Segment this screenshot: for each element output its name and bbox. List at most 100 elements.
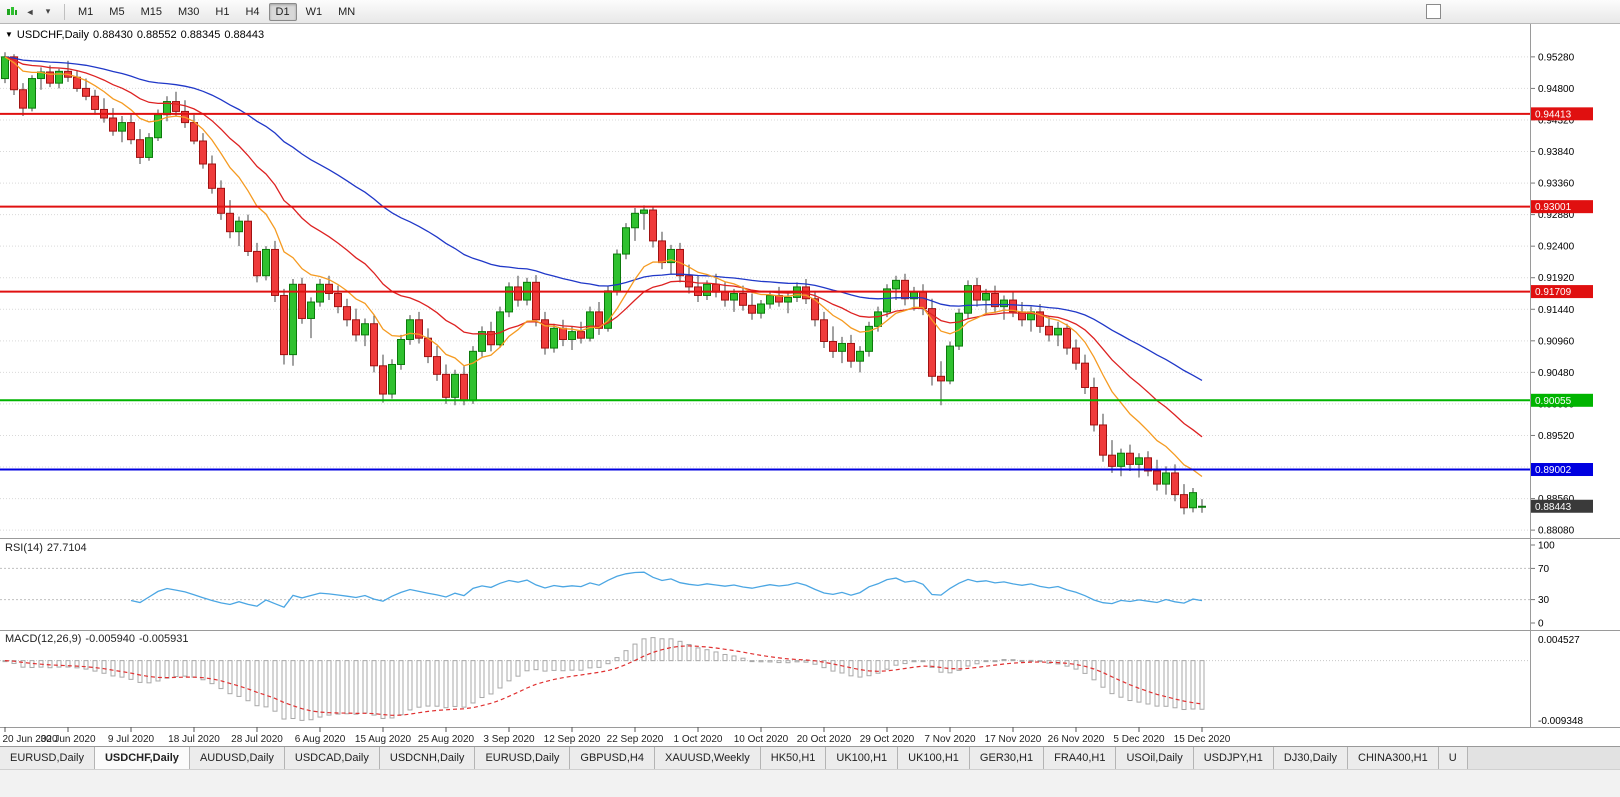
tab-USOil,Daily[interactable]: USOil,Daily [1116,747,1194,770]
ma-line-10 [4,56,1203,478]
svg-text:29 Oct 2020: 29 Oct 2020 [860,734,915,745]
chevron-down-icon[interactable]: ▾ [45,6,51,16]
svg-text:28 Jul 2020: 28 Jul 2020 [231,734,283,745]
svg-text:7 Nov 2020: 7 Nov 2020 [924,734,976,745]
tab-EURUSD,Daily[interactable]: EURUSD,Daily [0,747,95,770]
chart-canvas[interactable]: 0.95280 0.94800 0.94320 0.93840 0.93360 0.928… [0,24,1620,746]
svg-text:0.94800: 0.94800 [1538,84,1575,95]
tab-DJ30,Daily[interactable]: DJ30,Daily [1273,747,1349,770]
svg-text:70: 70 [1538,564,1550,575]
svg-text:0.92400: 0.92400 [1538,242,1575,253]
chart-info: ▼ USDCHF,Daily 0.88430 0.88552 0.88345 0.8844… [5,29,268,41]
tab-U[interactable]: U [1438,747,1468,770]
tab-XAUUSD,Weekly[interactable]: XAUUSD,Weekly [654,747,761,770]
svg-text:0.90480: 0.90480 [1538,368,1575,379]
svg-text:25 Aug 2020: 25 Aug 2020 [418,734,475,745]
svg-text:0.91709: 0.91709 [1535,287,1572,298]
tab-GBPUSD,H4[interactable]: GBPUSD,H4 [570,747,655,770]
tab-FRA40,H1[interactable]: FRA40,H1 [1044,747,1117,770]
window-restore-box[interactable] [1426,4,1441,19]
svg-text:30: 30 [1538,595,1550,606]
svg-text:18 Jul 2020: 18 Jul 2020 [168,734,220,745]
svg-text:15 Dec 2020: 15 Dec 2020 [1174,734,1231,745]
ohlc-close: 0.88443 [224,29,265,41]
status-bar [0,769,1620,797]
svg-text:12 Sep 2020: 12 Sep 2020 [544,734,601,745]
macd-panel: 0.004527 -0.009348 [0,635,1583,727]
macd-main-value: -0.005940 [85,633,135,645]
svg-text:5 Dec 2020: 5 Dec 2020 [1113,734,1165,745]
rsi-value: 27.7104 [46,542,87,554]
svg-text:6 Aug 2020: 6 Aug 2020 [295,734,346,745]
timeframe-H1[interactable]: H1 [215,5,230,18]
svg-text:9 Jul 2020: 9 Jul 2020 [108,734,155,745]
timeframe-D1[interactable]: D1 [268,2,297,21]
svg-text:15 Aug 2020: 15 Aug 2020 [355,734,412,745]
timeframe-M1[interactable]: M1 [78,5,94,18]
tab-AUDUSD,Daily[interactable]: AUDUSD,Daily [189,747,285,770]
main-toolbar: ◄ ▾ M1 M5 M15 M30 H1 H4 D1 W1 MN [0,0,1620,24]
timeframe-M15[interactable]: M15 [140,5,162,18]
svg-text:0.89520: 0.89520 [1538,431,1575,442]
svg-text:22 Sep 2020: 22 Sep 2020 [607,734,664,745]
chart-tabs: EURUSD,Daily USDCHF,Daily AUDUSD,Daily USDC… [0,746,1620,770]
svg-text:0.88560: 0.88560 [1538,494,1575,505]
tab-USDCNH,Daily[interactable]: USDCNH,Daily [379,747,476,770]
tab-USDCAD,Daily[interactable]: USDCAD,Daily [284,747,380,770]
timeframe-M5[interactable]: M5 [109,5,125,18]
svg-text:0: 0 [1538,619,1544,630]
svg-text:1 Oct 2020: 1 Oct 2020 [674,734,723,745]
macd-name: MACD(12,26,9) [5,633,82,645]
svg-text:0.004527: 0.004527 [1538,635,1580,646]
svg-text:26 Nov 2020: 26 Nov 2020 [1048,734,1105,745]
timeframe-H4[interactable]: H4 [245,5,260,18]
scroll-back-icon[interactable]: ◄ [25,6,35,17]
svg-text:0.90960: 0.90960 [1538,336,1575,347]
svg-text:-0.009348: -0.009348 [1538,716,1583,727]
tab-GER30,H1[interactable]: GER30,H1 [969,747,1045,770]
svg-text:0.88080: 0.88080 [1538,526,1575,537]
svg-text:100: 100 [1538,541,1555,552]
timeframe-W1[interactable]: W1 [305,5,323,18]
price-grid: 0.95280 0.94800 0.94320 0.93840 0.93360 0.928… [0,52,1575,537]
ohlc-high: 0.88552 [136,29,177,41]
mini-candles-icon [7,6,17,15]
toolbar-separator [64,3,65,20]
svg-text:0.89002: 0.89002 [1535,465,1572,476]
tab-UK100,H1[interactable]: UK100,H1 [826,747,899,770]
tab-UK100,H1[interactable]: UK100,H1 [898,747,970,770]
timeframe-toolbar: M1 M5 M15 M30 H1 H4 D1 W1 MN [71,2,364,21]
horizontal-lines: 0.94413 0.93001 0.91709 0.90055 0.89002 0.884… [0,107,1593,513]
chart-symbol-period: USDCHF,Daily [16,29,90,41]
svg-text:0.90055: 0.90055 [1535,396,1572,407]
tab-EURUSD,Daily[interactable]: EURUSD,Daily [475,747,571,770]
tab-CHINA300,H1[interactable]: CHINA300,H1 [1348,747,1439,770]
macd-signal-line [4,645,1203,716]
moving-averages [4,56,1203,478]
tab-HK50,H1[interactable]: HK50,H1 [760,747,827,770]
svg-text:0.93001: 0.93001 [1535,202,1572,213]
symbol-marker-icon[interactable]: ▼ [5,30,13,39]
svg-text:20 Jun 2020: 20 Jun 2020 [2,734,57,745]
chart-background [0,24,1620,746]
candles-layer [1,52,1206,515]
rsi-indicator-label: RSI(14) 27.7104 [5,542,91,554]
rsi-name: RSI(14) [5,542,43,554]
timeframe-MN[interactable]: MN [338,5,356,18]
tab-USDJPY,H1[interactable]: USDJPY,H1 [1193,747,1274,770]
chart-window-icon[interactable] [4,4,20,20]
ohlc-low: 0.88345 [180,29,221,41]
timeframe-M30[interactable]: M30 [177,5,200,18]
svg-text:20 Oct 2020: 20 Oct 2020 [797,734,852,745]
svg-text:0.92880: 0.92880 [1538,210,1575,221]
svg-text:0.94320: 0.94320 [1538,115,1575,126]
macd-signal-value: -0.005931 [138,633,189,645]
svg-text:0.93360: 0.93360 [1538,179,1575,190]
macd-indicator-label: MACD(12,26,9) -0.005940 -0.005931 [5,633,193,645]
ohlc-open: 0.88430 [93,29,133,41]
svg-text:10 Oct 2020: 10 Oct 2020 [734,734,789,745]
svg-text:0.91920: 0.91920 [1538,273,1575,284]
tab-USDCHF,Daily[interactable]: USDCHF,Daily [94,747,190,770]
